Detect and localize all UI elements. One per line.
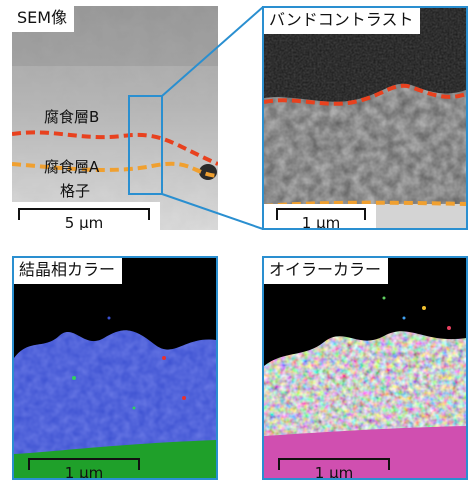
phase-color-scale-text: 1 µm	[64, 464, 104, 480]
euler-color-scale-text: 1 µm	[314, 464, 354, 480]
sem-panel: SEM像 腐食層B 腐食層A 格子 5 µm	[12, 6, 218, 230]
phase-color-scale-line	[28, 458, 140, 470]
phase-color-scale-bar: 1 µm	[28, 458, 140, 480]
lattice-label: 格子	[60, 182, 91, 200]
sem-scale-bar: 5 µm	[18, 208, 150, 230]
band-contrast-image	[264, 8, 466, 228]
sem-title: SEM像	[12, 6, 75, 32]
phase-color-title: 結晶相カラー	[14, 258, 123, 284]
layer-a-label: 腐食層A	[44, 158, 100, 176]
band-contrast-scale-bar: 1 µm	[276, 208, 366, 230]
euler-color-scale-line	[278, 458, 390, 470]
euler-color-image	[264, 258, 466, 478]
euler-color-title: オイラーカラー	[264, 258, 389, 284]
sem-image	[12, 6, 218, 230]
band-contrast-title: バンドコントラスト	[264, 8, 421, 34]
layer-b-label: 腐食層B	[44, 108, 100, 126]
sem-scale-text: 5 µm	[64, 214, 104, 230]
band-contrast-scale-line	[276, 208, 366, 220]
euler-color-scale-bar: 1 µm	[278, 458, 390, 480]
band-contrast-panel: バンドコントラスト 1 µm	[262, 6, 468, 230]
sem-scale-bg	[12, 202, 160, 230]
phase-color-image	[14, 258, 216, 478]
sem-scale-line	[18, 208, 150, 220]
band-contrast-scale-text: 1 µm	[301, 214, 341, 230]
phase-color-panel: 結晶相カラー 1 µm	[12, 256, 218, 480]
euler-color-panel: オイラーカラー 1 µm	[262, 256, 468, 480]
